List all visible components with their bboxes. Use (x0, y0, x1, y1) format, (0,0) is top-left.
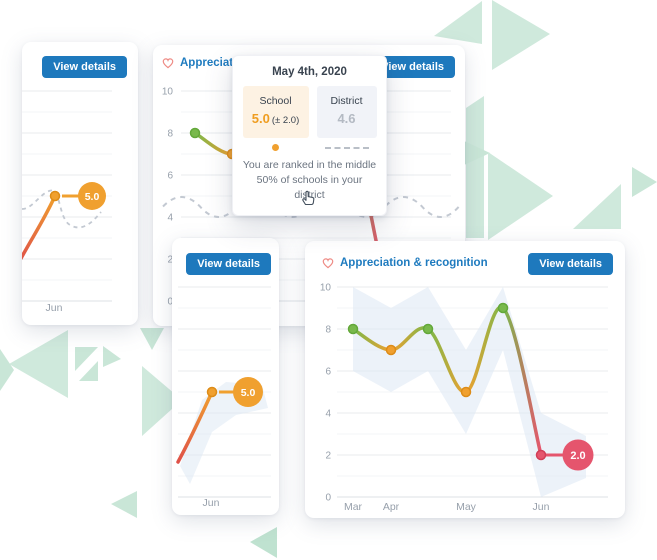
svg-text:10: 10 (320, 283, 332, 294)
tooltip-school-label: School (259, 95, 292, 107)
chart-tooltip: May 4th, 2020 School 5.0 (± 2.0) Distric… (232, 55, 387, 216)
svg-text:2: 2 (167, 255, 173, 266)
tooltip-school-range: (± 2.0) (271, 115, 300, 126)
svg-text:5.0: 5.0 (241, 387, 256, 399)
card-front-left: View details 5.0 Jun (172, 238, 279, 515)
tooltip-district-label: District (330, 95, 363, 107)
svg-text:10: 10 (162, 87, 174, 98)
svg-text:Jun: Jun (533, 501, 550, 513)
svg-text:8: 8 (325, 325, 331, 336)
svg-text:0: 0 (167, 297, 173, 308)
tooltip-district-marker-dash (324, 147, 369, 149)
tooltip-school-value: 5.0 (251, 111, 270, 126)
svg-text:4: 4 (167, 213, 173, 224)
svg-text:2: 2 (325, 451, 331, 462)
card-front-main: Appreciation & recognition View details … (305, 241, 625, 518)
tooltip-footer: You are ranked in the middle 50% of scho… (242, 159, 377, 202)
front-main-line-chart[interactable]: 10 8 6 4 2 0 2.0 Mar Apr May Jun (305, 241, 625, 518)
front-main-view-details-button[interactable]: View details (528, 253, 613, 275)
svg-text:4: 4 (325, 409, 331, 420)
svg-text:Jun: Jun (46, 302, 63, 314)
front-left-view-details-button[interactable]: View details (186, 253, 271, 275)
heart-icon (322, 258, 334, 269)
tooltip-school-column: School 5.0 (± 2.0) (242, 86, 309, 151)
tooltip-school-marker-dot (272, 144, 279, 151)
heart-icon (162, 58, 174, 69)
svg-text:Jun: Jun (203, 497, 220, 509)
svg-text:May: May (456, 501, 477, 513)
back-left-spark-chart: 5.0 Jun (22, 90, 112, 314)
svg-text:8: 8 (167, 129, 173, 140)
tooltip-district-column: District 4.6 (316, 86, 377, 151)
front-main-header: Appreciation & recognition (322, 257, 488, 269)
svg-text:6: 6 (167, 171, 173, 182)
front-main-panel-title: Appreciation & recognition (340, 257, 488, 269)
tooltip-date: May 4th, 2020 (272, 66, 347, 78)
front-left-spark-chart: 5.0 Jun (176, 286, 271, 509)
svg-text:0: 0 (325, 493, 331, 504)
tooltip-district-box: District 4.6 (316, 86, 377, 138)
svg-text:6: 6 (325, 367, 331, 378)
svg-text:Apr: Apr (383, 501, 400, 513)
svg-text:Mar: Mar (344, 501, 363, 513)
back-left-view-details-button[interactable]: View details (42, 56, 127, 78)
tooltip-district-value: 4.6 (337, 111, 356, 126)
back-main-view-details-button[interactable]: View details (370, 56, 455, 78)
card-back-left: View details 5.0 Jun (22, 42, 138, 325)
svg-text:2.0: 2.0 (570, 450, 585, 462)
cursor-pointer-icon (302, 190, 315, 206)
tooltip-school-box: School 5.0 (± 2.0) (242, 86, 309, 138)
svg-text:5.0: 5.0 (85, 191, 100, 203)
